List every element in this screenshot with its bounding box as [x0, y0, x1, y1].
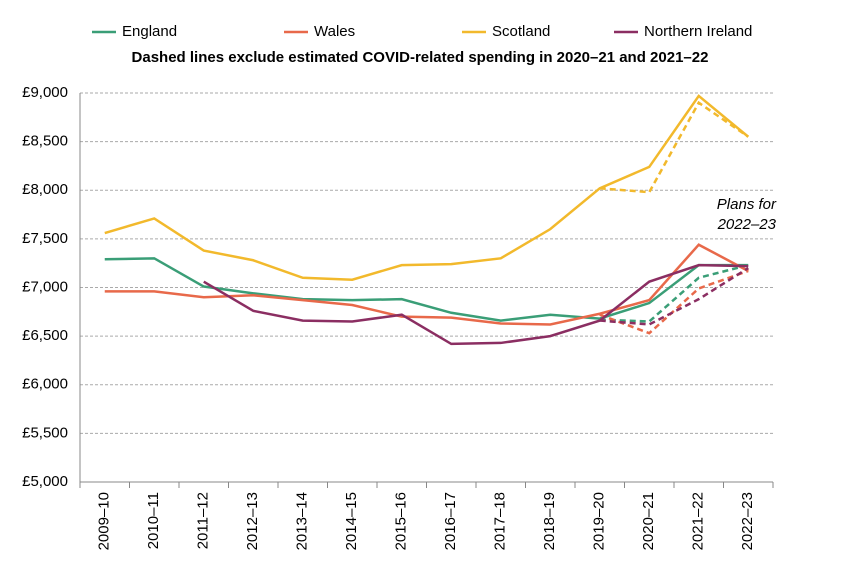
y-tick-label: £6,500 [22, 327, 68, 344]
x-tick-label: 2022–23 [739, 492, 756, 550]
chart-subtitle: Dashed lines exclude estimated COVID-rel… [132, 49, 709, 66]
x-tick-label: 2017–18 [492, 492, 509, 550]
annotation: 2022–23 [717, 216, 777, 233]
series-line [104, 94, 750, 281]
legend-label: Wales [314, 23, 355, 40]
y-tick-label: £5,500 [22, 424, 68, 441]
x-tick-label: 2010–11 [145, 492, 162, 549]
x-tick-label: 2009–10 [96, 492, 113, 550]
y-tick-label: £5,000 [22, 473, 68, 490]
annotation: Plans for [717, 196, 777, 213]
dashed-line [599, 269, 749, 335]
x-tick-label: 2016–17 [442, 492, 459, 550]
y-tick-label: £8,500 [22, 133, 68, 150]
y-tick-label: £9,000 [22, 84, 68, 101]
x-tick-label: 2021–22 [690, 492, 707, 550]
y-tick-label: £8,000 [22, 181, 68, 198]
x-tick-label: 2012–13 [244, 492, 261, 550]
dashed-line [599, 266, 749, 326]
x-tick-label: 2015–16 [393, 492, 410, 550]
x-tick-label: 2020–21 [640, 492, 657, 550]
legend-label: Northern Ireland [644, 23, 752, 40]
x-tick-label: 2013–14 [294, 492, 311, 550]
y-tick-label: £7,000 [22, 278, 68, 295]
dashed-line [599, 100, 749, 194]
x-tick-label: 2011–12 [195, 492, 212, 549]
y-tick-label: £7,500 [22, 230, 68, 247]
x-tick-label: 2019–20 [591, 492, 608, 550]
series-line [203, 263, 749, 346]
legend-label: Scotland [492, 23, 550, 40]
series-line [104, 257, 749, 322]
x-tick-label: 2018–19 [541, 492, 558, 550]
legend-label: England [122, 23, 177, 40]
dashed-line [599, 263, 749, 323]
x-tick-label: 2014–15 [343, 492, 360, 550]
y-tick-label: £6,000 [22, 376, 68, 393]
series-line [104, 243, 749, 326]
